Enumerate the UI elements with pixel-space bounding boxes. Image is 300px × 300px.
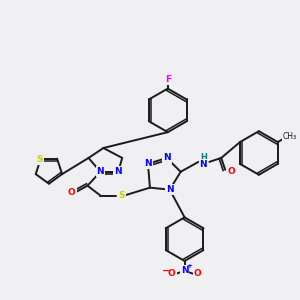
Text: N: N <box>114 167 122 176</box>
Text: O: O <box>227 167 235 176</box>
Text: S: S <box>118 191 124 200</box>
Text: O: O <box>194 269 201 278</box>
Text: +: + <box>187 263 193 269</box>
Text: N: N <box>144 159 152 168</box>
Text: F: F <box>165 75 171 84</box>
Text: N: N <box>163 153 171 162</box>
Text: O: O <box>168 269 176 278</box>
Text: CH₃: CH₃ <box>283 132 297 141</box>
Text: N: N <box>166 185 174 194</box>
Text: O: O <box>68 188 76 197</box>
Text: H: H <box>200 153 207 162</box>
Text: N: N <box>97 167 104 176</box>
Text: N: N <box>200 160 207 169</box>
Text: −: − <box>162 266 170 276</box>
Text: S: S <box>37 155 43 164</box>
Text: N: N <box>181 266 188 275</box>
